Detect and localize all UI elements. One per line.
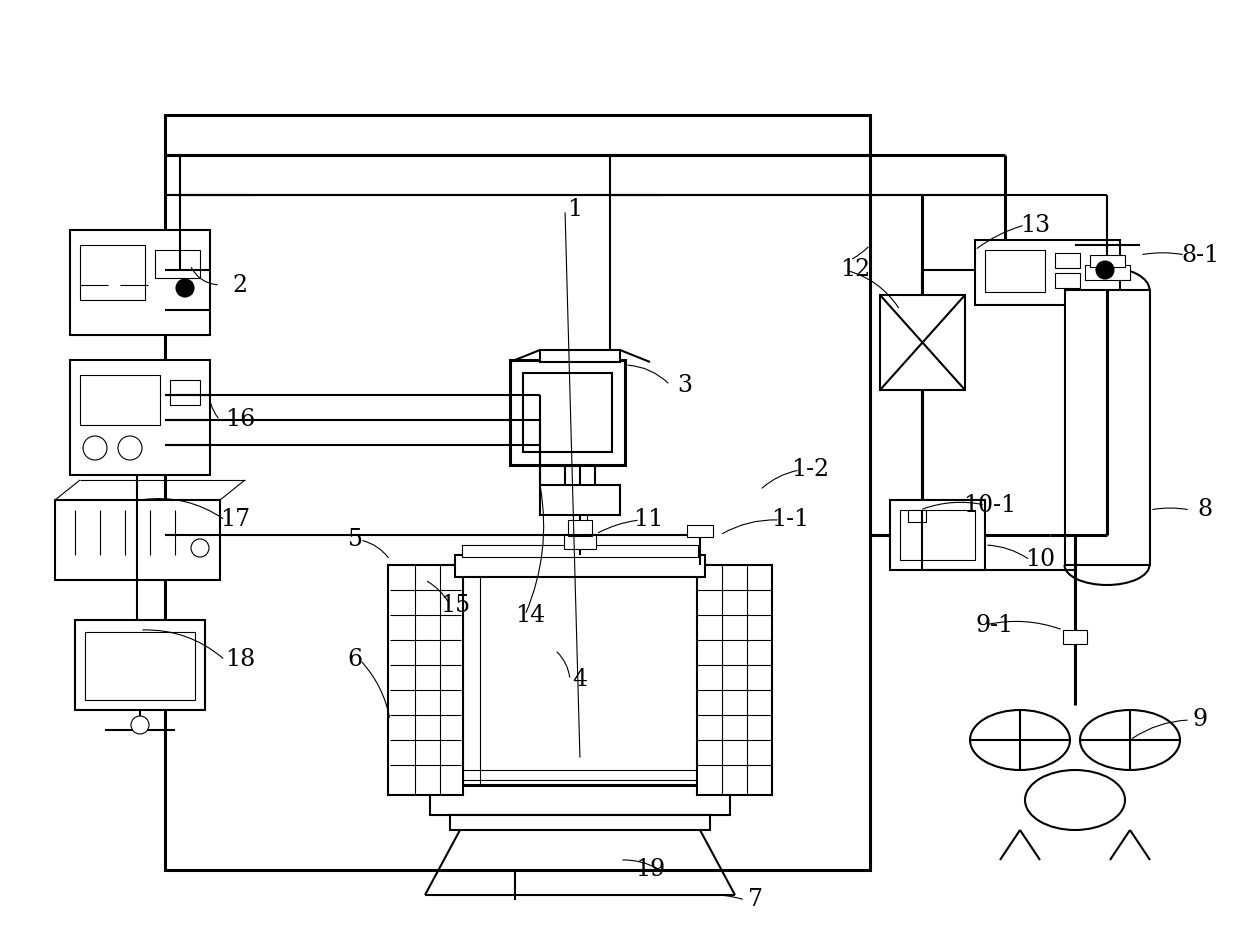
Bar: [455, 555, 706, 577]
Bar: [539, 350, 620, 362]
Bar: [568, 520, 591, 536]
Bar: [55, 500, 219, 580]
Circle shape: [83, 436, 107, 460]
Text: 7: 7: [748, 888, 763, 912]
Bar: [900, 510, 975, 560]
Text: 12: 12: [839, 258, 870, 282]
Bar: [86, 632, 195, 700]
Text: 18: 18: [224, 649, 255, 671]
Text: 2: 2: [232, 273, 248, 296]
Bar: [450, 815, 711, 830]
Text: 9-1: 9-1: [976, 614, 1014, 637]
Bar: [1063, 630, 1087, 644]
Text: 8-1: 8-1: [1180, 243, 1219, 267]
Circle shape: [176, 279, 193, 297]
Bar: [74, 620, 205, 710]
Text: 13: 13: [1021, 213, 1050, 237]
Text: 17: 17: [219, 508, 250, 532]
Bar: [564, 534, 596, 549]
Circle shape: [191, 539, 210, 557]
Text: 6: 6: [347, 649, 362, 671]
Bar: [1055, 253, 1080, 268]
Bar: [880, 295, 965, 390]
Text: 10-1: 10-1: [963, 493, 1017, 517]
Bar: [1085, 265, 1130, 280]
Bar: [908, 510, 926, 522]
Text: 10: 10: [1025, 549, 1055, 571]
Bar: [1090, 255, 1125, 267]
Text: 1-1: 1-1: [771, 508, 808, 532]
Text: 14: 14: [515, 604, 546, 626]
Text: 9: 9: [1193, 708, 1208, 732]
Bar: [975, 240, 1120, 305]
Text: 16: 16: [224, 408, 255, 432]
Text: 3: 3: [677, 373, 692, 396]
Text: 11: 11: [632, 508, 663, 532]
Circle shape: [1096, 261, 1114, 279]
Text: 4: 4: [573, 669, 588, 691]
Bar: [523, 373, 613, 452]
Bar: [1065, 290, 1149, 565]
Bar: [69, 230, 210, 335]
Bar: [463, 575, 698, 785]
Text: 15: 15: [440, 593, 470, 617]
Text: 19: 19: [635, 858, 665, 882]
Text: 8: 8: [1198, 499, 1213, 521]
Bar: [81, 245, 145, 300]
Text: 5: 5: [347, 528, 362, 552]
Bar: [539, 485, 620, 515]
Bar: [1055, 273, 1080, 288]
Bar: [430, 785, 730, 815]
Bar: [69, 360, 210, 475]
Bar: [155, 250, 200, 278]
Bar: [81, 375, 160, 425]
Bar: [687, 525, 713, 537]
Text: 1-2: 1-2: [791, 458, 830, 482]
Bar: [165, 115, 870, 870]
Bar: [697, 565, 773, 795]
Bar: [890, 500, 985, 570]
Circle shape: [118, 436, 143, 460]
Bar: [170, 380, 200, 405]
Circle shape: [131, 716, 149, 734]
Text: 1: 1: [568, 198, 583, 222]
Bar: [463, 545, 698, 557]
Bar: [388, 565, 463, 795]
Bar: [985, 250, 1045, 292]
Bar: [510, 360, 625, 465]
